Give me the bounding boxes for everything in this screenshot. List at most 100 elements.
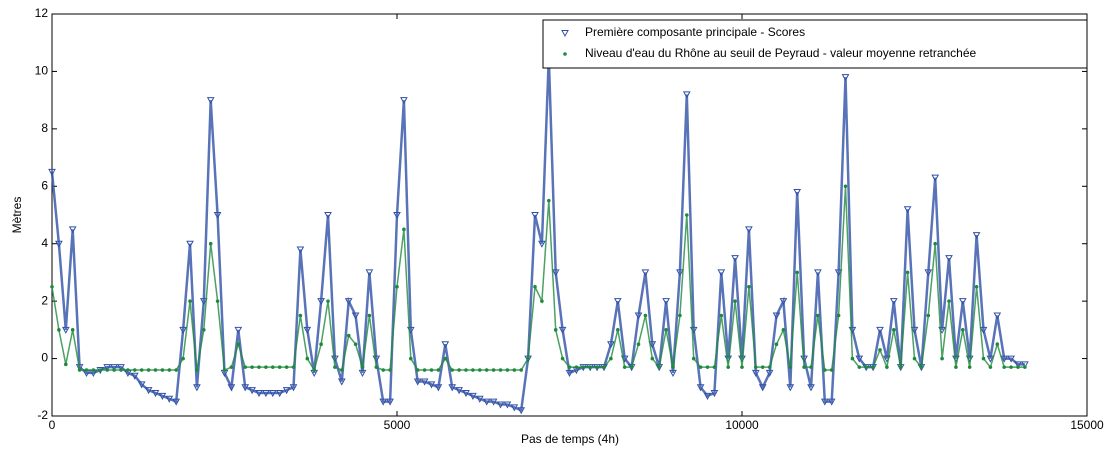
point	[912, 356, 917, 361]
point	[248, 387, 256, 395]
point	[974, 284, 979, 289]
point	[144, 387, 153, 395]
point	[503, 401, 512, 409]
point	[751, 369, 760, 377]
point	[1000, 355, 1009, 363]
point	[829, 368, 834, 372]
legend-label: Niveau d'eau du Rhône au seuil de Peyrau…	[585, 46, 977, 60]
point	[303, 326, 312, 334]
point	[641, 269, 650, 277]
legend-marker	[563, 52, 567, 56]
point	[731, 255, 739, 263]
point	[395, 284, 399, 289]
point	[850, 356, 855, 361]
point	[206, 97, 215, 105]
point	[346, 333, 351, 338]
point	[422, 368, 427, 372]
point	[103, 364, 112, 372]
point	[519, 368, 523, 372]
point	[312, 368, 317, 372]
point	[754, 365, 758, 369]
point	[947, 299, 951, 303]
point	[538, 240, 546, 248]
y-tick-label: -2	[37, 408, 48, 422]
point	[381, 368, 386, 372]
point	[788, 365, 793, 369]
point	[284, 365, 289, 369]
point	[823, 368, 827, 372]
point	[255, 390, 263, 398]
point	[324, 212, 332, 220]
point	[855, 355, 864, 363]
point	[745, 226, 753, 234]
point	[160, 368, 165, 372]
point	[181, 356, 185, 361]
point	[565, 369, 574, 377]
point	[262, 390, 270, 398]
point	[712, 365, 717, 369]
point	[386, 398, 394, 406]
x-tick-label: 15000	[1070, 418, 1104, 432]
point	[351, 312, 360, 320]
point	[482, 398, 491, 406]
point	[450, 368, 455, 372]
point	[696, 384, 705, 392]
point	[402, 227, 406, 232]
point	[553, 328, 558, 332]
point	[174, 368, 178, 372]
point	[277, 365, 282, 369]
point	[995, 342, 1000, 347]
point	[809, 365, 813, 369]
point	[1014, 361, 1022, 369]
point	[475, 395, 484, 403]
y-tick-label: 4	[41, 236, 48, 250]
point	[296, 246, 305, 254]
point	[457, 368, 461, 372]
point	[540, 299, 544, 303]
point	[558, 326, 567, 334]
series-line	[51, 186, 1025, 372]
point	[75, 364, 84, 372]
point	[705, 365, 710, 369]
point	[1009, 365, 1013, 369]
point	[954, 365, 958, 369]
point	[567, 365, 572, 369]
point	[415, 368, 420, 372]
point	[215, 299, 220, 303]
point	[595, 365, 599, 369]
point	[560, 356, 565, 361]
legend-marker	[561, 30, 569, 38]
point	[496, 401, 505, 409]
point	[291, 365, 296, 369]
point	[98, 368, 103, 372]
point	[512, 368, 517, 372]
point	[443, 356, 448, 361]
point	[800, 355, 808, 363]
point	[1023, 365, 1027, 369]
point	[765, 369, 774, 377]
point	[758, 384, 767, 392]
point	[827, 398, 836, 406]
point	[91, 368, 96, 372]
x-tick-label: 5000	[384, 418, 411, 432]
point	[353, 342, 358, 347]
point	[158, 392, 167, 400]
point	[871, 365, 875, 369]
point	[70, 328, 75, 332]
point	[988, 365, 993, 369]
point	[491, 368, 496, 372]
point	[61, 326, 70, 334]
point	[551, 269, 560, 277]
point	[671, 365, 675, 369]
point	[841, 74, 850, 82]
point	[802, 365, 806, 369]
point	[326, 299, 330, 303]
point	[179, 326, 187, 334]
point	[464, 368, 468, 372]
point	[710, 390, 719, 398]
point	[814, 269, 822, 277]
point	[186, 240, 194, 248]
point	[836, 313, 841, 318]
point	[781, 328, 786, 332]
point	[55, 240, 63, 248]
